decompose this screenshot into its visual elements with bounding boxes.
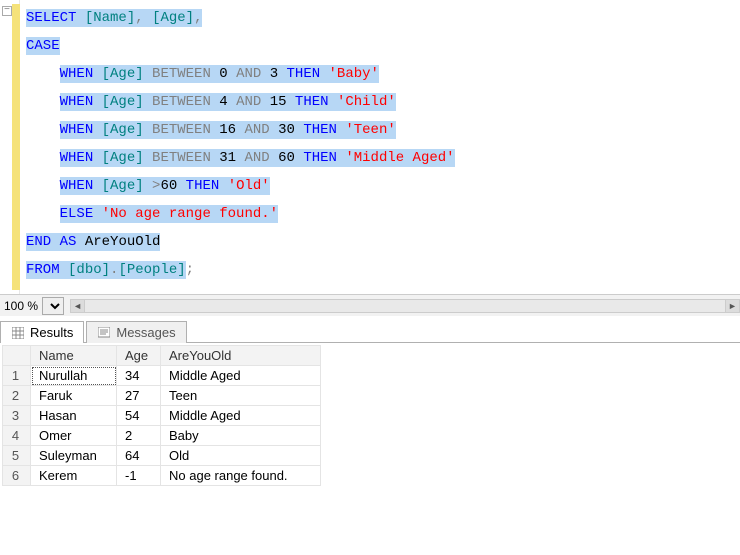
cell[interactable]: No age range found. [161,466,321,486]
results-grid[interactable]: NameAgeAreYouOld1Nurullah34Middle Aged2F… [2,345,321,486]
cell[interactable]: Middle Aged [161,406,321,426]
cell[interactable]: Kerem [31,466,117,486]
table-row[interactable]: 6Kerem-1No age range found. [3,466,321,486]
cell[interactable]: Faruk [31,386,117,406]
sql-editor[interactable]: − SELECT [Name], [Age],CASE WHEN [Age] B… [0,0,740,294]
row-header[interactable]: 5 [3,446,31,466]
column-header[interactable]: Age [117,346,161,366]
cell[interactable]: Teen [161,386,321,406]
row-header[interactable]: 6 [3,466,31,486]
table-row[interactable]: 1Nurullah34Middle Aged [3,366,321,386]
cell[interactable]: 64 [117,446,161,466]
cell[interactable]: Middle Aged [161,366,321,386]
results-pane: NameAgeAreYouOld1Nurullah34Middle Aged2F… [0,343,740,486]
messages-icon [97,326,111,340]
table-row[interactable]: 4Omer2Baby [3,426,321,446]
row-header[interactable]: 1 [3,366,31,386]
cell[interactable]: 2 [117,426,161,446]
scroll-left-icon[interactable]: ◄ [71,300,85,312]
zoom-select[interactable] [42,297,64,315]
cell[interactable]: Old [161,446,321,466]
horizontal-scrollbar[interactable]: ◄ ► [70,299,740,313]
table-row[interactable]: 5Suleyman64Old [3,446,321,466]
grid-corner [3,346,31,366]
column-header[interactable]: Name [31,346,117,366]
table-row[interactable]: 2Faruk27Teen [3,386,321,406]
cell[interactable]: Hasan [31,406,117,426]
tab-results-label: Results [30,325,73,340]
cell[interactable]: 27 [117,386,161,406]
code-area[interactable]: SELECT [Name], [Age],CASE WHEN [Age] BET… [20,0,461,294]
table-row[interactable]: 3Hasan54Middle Aged [3,406,321,426]
cell[interactable]: Nurullah [31,366,117,386]
cell[interactable]: 54 [117,406,161,426]
cell[interactable]: -1 [117,466,161,486]
tab-messages[interactable]: Messages [86,321,186,343]
cell[interactable]: 34 [117,366,161,386]
row-header[interactable]: 3 [3,406,31,426]
tab-messages-label: Messages [116,325,175,340]
row-header[interactable]: 2 [3,386,31,406]
zoom-label: 100 % [4,299,38,313]
scroll-right-icon[interactable]: ► [725,300,739,312]
cell[interactable]: Omer [31,426,117,446]
row-header[interactable]: 4 [3,426,31,446]
zoom-bar: 100 % ◄ ► [0,294,740,316]
change-marker [12,4,20,290]
cell[interactable]: Suleyman [31,446,117,466]
cell[interactable]: Baby [161,426,321,446]
tab-results[interactable]: Results [0,321,84,343]
column-header[interactable]: AreYouOld [161,346,321,366]
grid-icon [11,326,25,340]
collapse-icon[interactable]: − [2,6,12,16]
editor-gutter: − [0,0,20,294]
result-tabs: Results Messages [0,316,740,343]
